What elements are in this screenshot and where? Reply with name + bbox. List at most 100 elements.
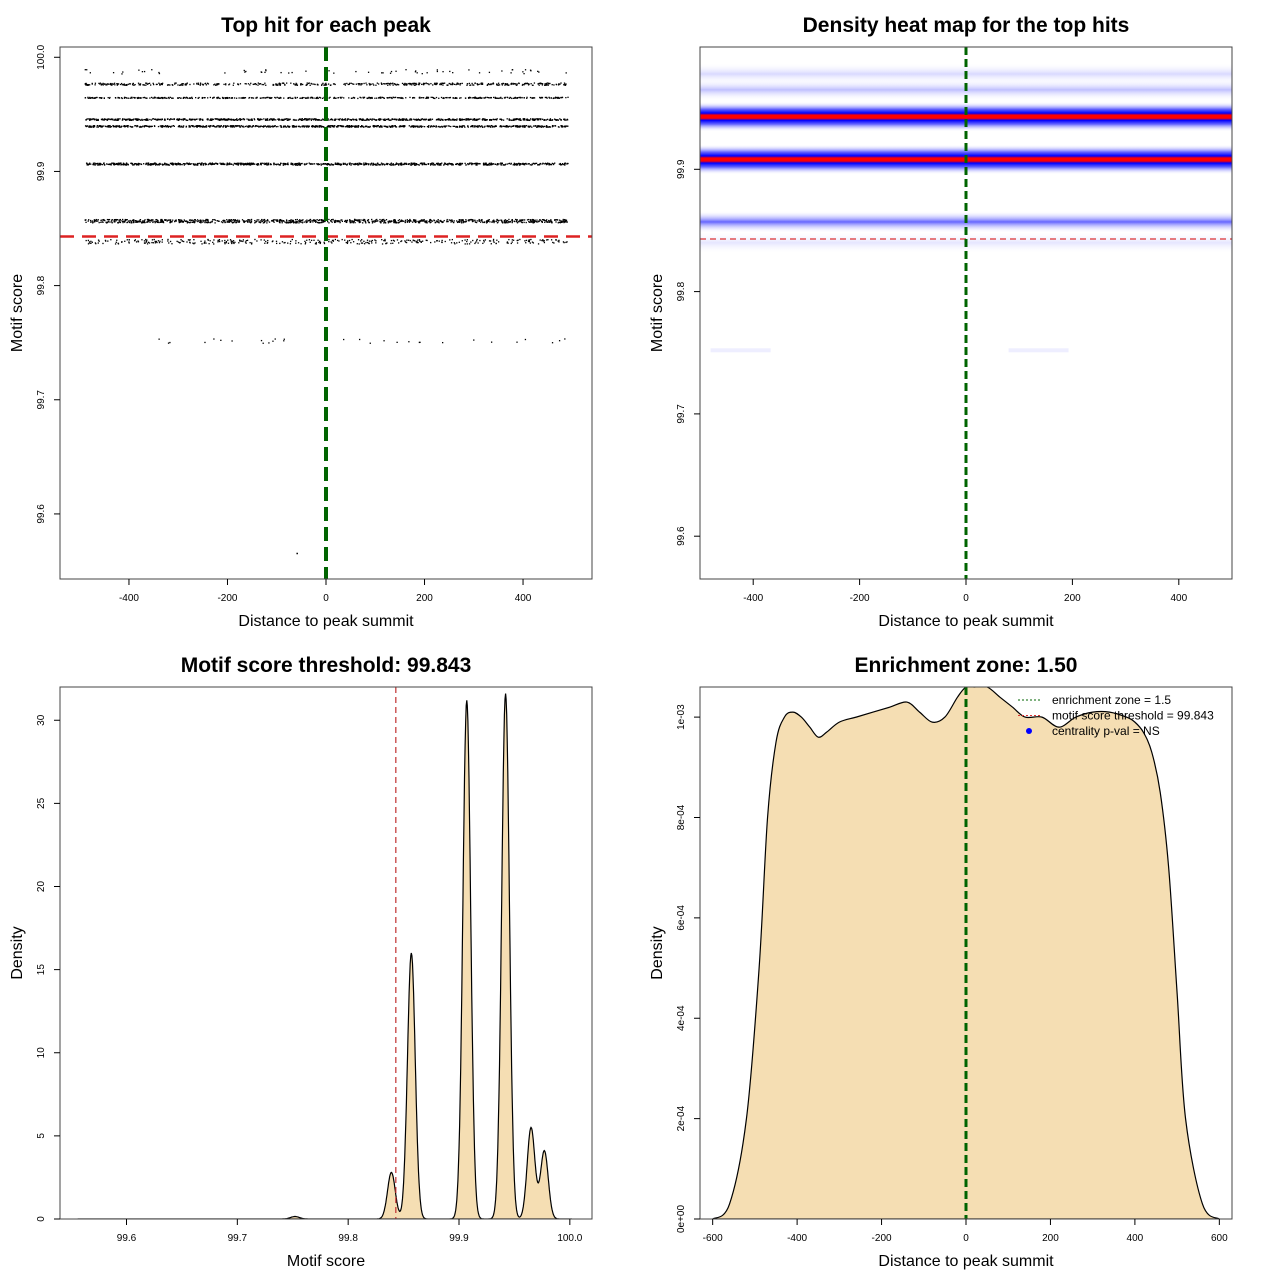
data-point: [464, 162, 466, 165]
data-point: [99, 82, 102, 84]
data-point: [506, 118, 508, 120]
data-point: [154, 118, 157, 120]
data-point: [162, 97, 164, 100]
data-point: [225, 125, 227, 128]
data-point: [190, 125, 192, 127]
data-point: [496, 239, 498, 241]
data-point: [287, 97, 290, 99]
data-point: [404, 219, 407, 221]
data-point: [564, 162, 566, 165]
data-point: [402, 97, 404, 100]
data-point: [516, 341, 518, 343]
data-point: [199, 164, 202, 166]
data-point: [85, 219, 87, 221]
data-point: [137, 164, 140, 166]
data-point: [218, 126, 220, 128]
data-point: [89, 162, 91, 164]
data-point: [158, 71, 160, 74]
data-point: [451, 164, 453, 166]
data-point: [322, 221, 325, 223]
data-point: [85, 119, 87, 121]
data-point: [240, 162, 242, 165]
data-point: [185, 84, 187, 86]
data-point: [360, 240, 362, 242]
data-point: [334, 118, 336, 120]
data-point: [158, 338, 160, 340]
data-point: [458, 221, 460, 223]
data-point: [524, 163, 526, 165]
data-point: [344, 118, 346, 120]
data-point: [127, 83, 129, 86]
data-point: [423, 82, 425, 85]
data-point: [151, 125, 153, 128]
data-point: [167, 126, 170, 128]
data-point: [288, 72, 290, 74]
data-point: [371, 242, 373, 244]
data-point: [459, 119, 462, 122]
data-point: [122, 163, 124, 166]
data-point: [280, 162, 282, 165]
data-point: [295, 164, 297, 166]
data-point: [358, 219, 360, 221]
data-point: [186, 222, 189, 224]
data-point: [327, 125, 330, 128]
data-point: [328, 97, 330, 99]
data-point: [566, 118, 569, 121]
data-point: [353, 97, 355, 99]
data-point: [196, 83, 198, 85]
data-point: [509, 96, 512, 99]
data-point: [484, 119, 486, 121]
data-point: [260, 118, 262, 120]
data-point: [279, 164, 281, 166]
data-point: [529, 242, 532, 244]
data-point: [367, 119, 370, 121]
data-point: [202, 119, 204, 121]
data-point: [246, 125, 248, 127]
data-point: [159, 118, 162, 121]
data-point: [264, 242, 266, 244]
data-point: [435, 119, 438, 121]
data-point: [161, 219, 164, 222]
data-point: [312, 163, 314, 165]
data-point: [556, 97, 558, 99]
data-point: [560, 126, 563, 128]
data-point: [414, 219, 416, 222]
data-point: [456, 119, 458, 121]
data-point: [249, 119, 251, 121]
data-point: [375, 97, 378, 99]
data-point: [403, 118, 405, 120]
data-point: [171, 118, 173, 120]
data-point: [287, 242, 289, 244]
data-point: [514, 220, 516, 223]
data-point: [240, 240, 243, 242]
data-point: [330, 220, 332, 223]
data-point: [353, 125, 355, 127]
data-point: [355, 70, 357, 73]
data-point: [137, 163, 139, 166]
data-point: [413, 84, 416, 86]
data-point: [311, 83, 313, 85]
data-point: [278, 84, 280, 86]
data-point: [463, 125, 465, 127]
data-point: [410, 162, 412, 164]
data-point: [89, 219, 92, 222]
data-point: [492, 83, 495, 85]
data-point: [404, 221, 406, 224]
data-point: [109, 82, 112, 85]
data-point: [531, 163, 533, 165]
data-point: [90, 163, 92, 165]
data-point: [160, 119, 162, 121]
data-point: [209, 119, 211, 121]
data-point: [408, 221, 411, 223]
data-point: [490, 119, 492, 121]
data-point: [550, 97, 553, 99]
data-point: [341, 119, 343, 121]
data-point: [307, 220, 309, 222]
data-point: [379, 118, 381, 120]
data-point: [555, 221, 557, 223]
data-point: [137, 125, 139, 127]
data-point: [178, 97, 180, 99]
data-point: [511, 239, 513, 241]
data-point: [102, 242, 104, 245]
data-point: [428, 118, 431, 121]
